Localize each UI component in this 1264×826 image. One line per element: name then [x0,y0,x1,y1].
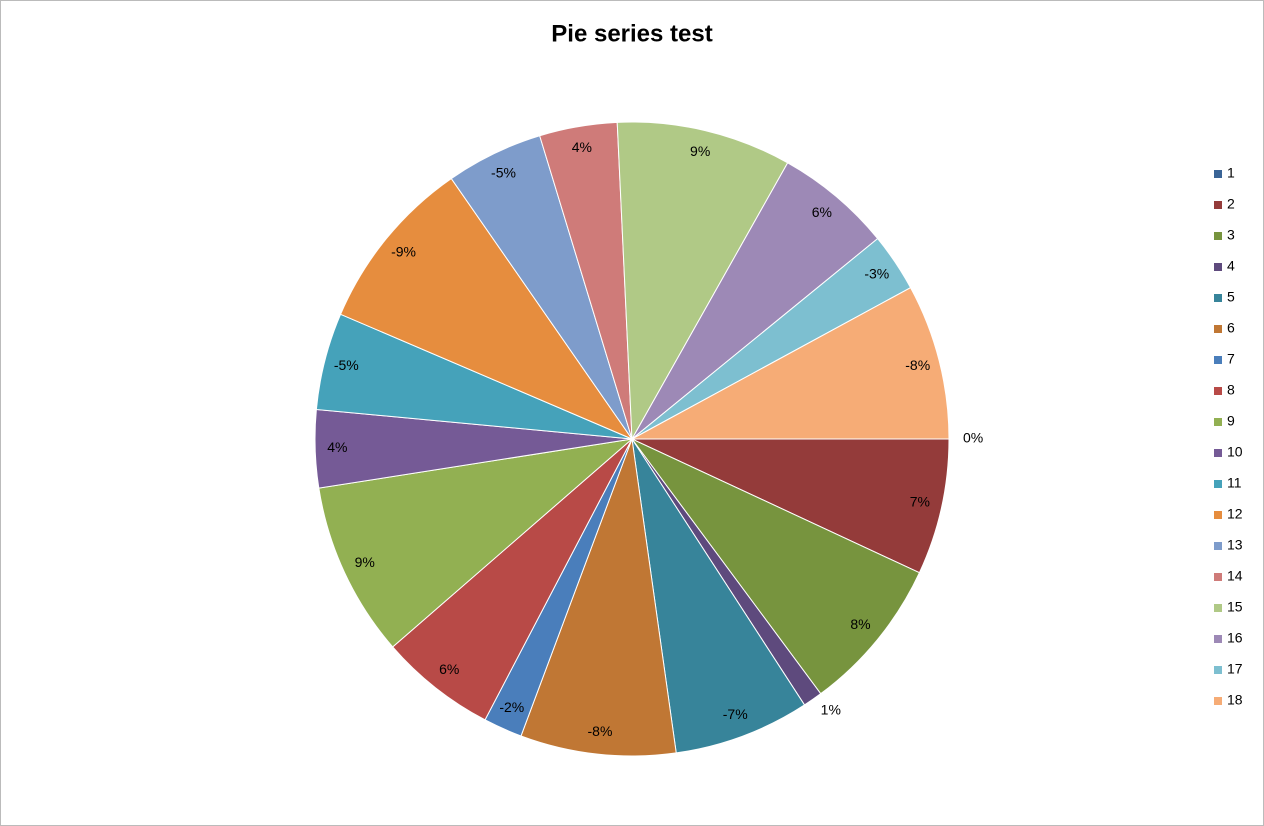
data-label: 6% [439,661,459,677]
legend-label: 9 [1227,413,1235,429]
legend-label: 12 [1227,506,1243,522]
data-label: 9% [355,554,375,570]
data-label: 4% [327,439,347,455]
data-label: -3% [864,265,889,281]
legend-label: 17 [1227,661,1243,677]
legend-label: 16 [1227,630,1243,646]
data-label: 6% [812,204,832,220]
legend-swatch [1214,325,1222,333]
legend-label: 4 [1227,258,1235,274]
data-label: 9% [690,143,710,159]
data-label: 0% [963,430,983,446]
data-label: -8% [588,723,613,739]
legend-label: 3 [1227,227,1235,243]
data-label: -7% [723,706,748,722]
data-label: 1% [821,702,841,718]
pie-slice [631,438,950,574]
pie-slice [631,438,806,754]
legend-label: 18 [1227,692,1243,708]
legend-label: 6 [1227,320,1235,336]
legend-swatch [1214,356,1222,364]
legend-swatch [1214,418,1222,426]
data-label: 7% [910,493,930,509]
legend-swatch [1214,263,1222,271]
legend-swatch [1214,573,1222,581]
legend-label: 11 [1227,475,1242,491]
legend-swatch [1214,542,1222,550]
legend-label: 1 [1227,165,1235,181]
legend-swatch [1214,480,1222,488]
pie-slice [631,286,950,440]
legend-label: 13 [1227,537,1243,553]
data-label: 8% [850,616,870,632]
data-label: -9% [391,243,416,259]
legend-swatch [1214,697,1222,705]
legend-swatch [1214,604,1222,612]
legend-label: 10 [1227,444,1243,460]
legend-swatch [1214,449,1222,457]
pie-slice [520,438,677,757]
chart-title: Pie series test [551,20,712,47]
legend-label: 2 [1227,196,1235,212]
legend-label: 7 [1227,351,1235,367]
legend-swatch [1214,170,1222,178]
legend-swatch [1214,294,1222,302]
data-label: -5% [491,164,516,180]
legend-label: 8 [1227,382,1235,398]
legend-swatch [1214,201,1222,209]
legend-swatch [1214,511,1222,519]
data-label: -2% [499,699,524,715]
legend-swatch [1214,387,1222,395]
pie-slice [339,177,634,441]
legend-label: 15 [1227,599,1243,615]
data-label: -8% [905,357,930,373]
legend-swatch [1214,666,1222,674]
pie-slice [631,438,921,695]
legend-label: 5 [1227,289,1235,305]
data-label: -5% [334,357,359,373]
legend-label: 14 [1227,568,1243,584]
legend-swatch [1214,232,1222,240]
pie-slice [616,121,789,441]
data-label: 4% [572,139,592,155]
pie-slice [318,438,634,648]
legend-swatch [1214,635,1222,643]
